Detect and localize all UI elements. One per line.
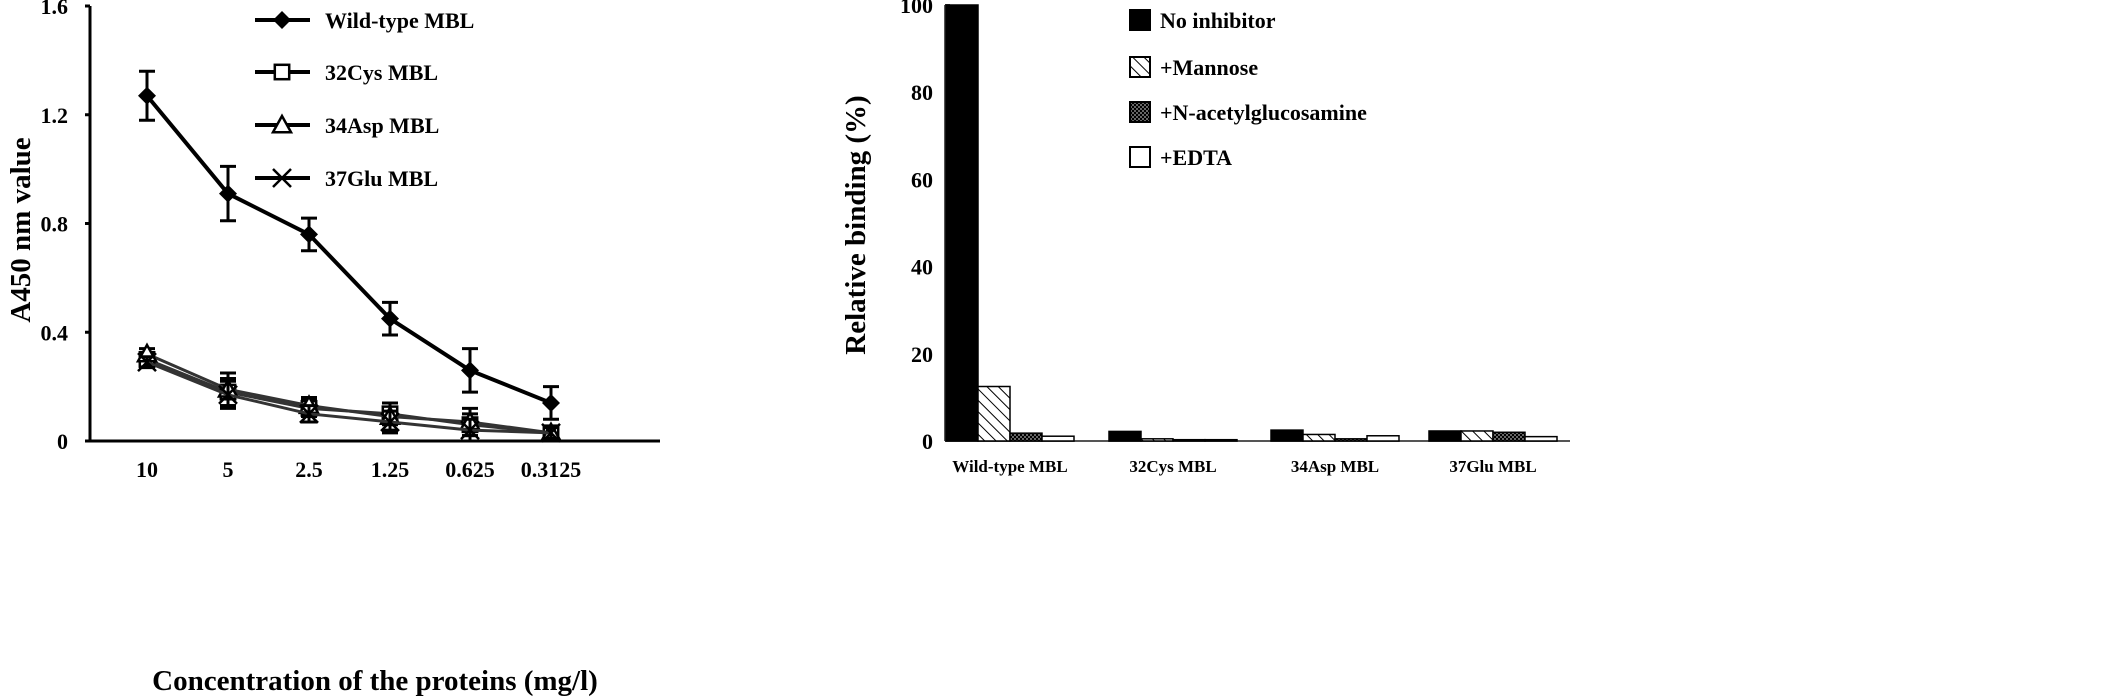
left-x-axis-label: Concentration of the proteins (mg/l) — [152, 665, 598, 697]
series-line-37Glu MBL — [146, 360, 552, 435]
x-tick-label: 10 — [136, 457, 158, 482]
legend-label: Wild-type MBL — [325, 8, 474, 33]
x-tick-label: 5 — [223, 457, 234, 482]
legend-marker — [272, 168, 292, 188]
legend-marker — [270, 113, 294, 134]
bar-chart: 0 20 40 60 80 100 Wild-type MBL 32Cys MBL 34Asp … — [900, 0, 1570, 476]
data-point — [542, 393, 560, 412]
data-point — [380, 412, 400, 432]
data-point — [541, 422, 561, 443]
data-point — [138, 86, 156, 105]
data-point — [299, 403, 319, 424]
legend-swatch — [1129, 101, 1151, 123]
y-tick-label: 1.6 — [41, 0, 69, 19]
bar-+EDTA — [1366, 435, 1400, 442]
y-tick-label: 100 — [900, 0, 933, 18]
legend-marker — [273, 11, 291, 29]
bar-+N-acetylglucosamine — [1492, 431, 1526, 442]
series-line-32Cys MBL — [146, 358, 552, 435]
y-tick-label: 60 — [911, 167, 933, 192]
data-point — [219, 184, 237, 203]
x-tick-label: 0.3125 — [521, 457, 582, 482]
data-point — [461, 361, 479, 380]
bar-+EDTA — [1524, 435, 1558, 442]
bar-+EDTA — [1041, 435, 1075, 442]
y-tick-label: 1.2 — [41, 103, 69, 128]
data-point — [460, 420, 480, 441]
data-point — [381, 309, 399, 328]
legend-swatch — [1129, 146, 1151, 168]
bar-No inhibitor — [1108, 430, 1142, 442]
right-y-axis-label: Relative binding (%) — [840, 95, 872, 354]
legend-label: +N-acetylglucosamine — [1160, 100, 1367, 125]
left-y-axis-label: A450 nm value — [5, 137, 37, 322]
x-tick-label: Wild-type MBL — [952, 457, 1067, 476]
bar-No inhibitor — [945, 4, 979, 442]
legend-swatch — [1129, 56, 1151, 78]
y-tick-label: 40 — [911, 255, 933, 280]
bar-+EDTA — [1204, 438, 1238, 442]
y-tick-label: 0 — [57, 429, 68, 454]
data-point — [300, 225, 318, 244]
bar-No inhibitor — [1428, 430, 1462, 442]
bar-No inhibitor — [1270, 429, 1304, 442]
legend-label: +Mannose — [1160, 55, 1258, 80]
x-tick-label: 32Cys MBL — [1129, 457, 1216, 476]
data-point — [218, 384, 238, 405]
legend-label: +EDTA — [1160, 145, 1232, 170]
y-tick-label: 0 — [922, 429, 933, 454]
bar-+N-acetylglucosamine — [1334, 438, 1368, 442]
x-tick-label: 1.25 — [371, 457, 410, 482]
legend-label: 34Asp MBL — [325, 113, 439, 138]
data-point — [137, 352, 157, 373]
series-line-34Asp MBL — [146, 352, 552, 435]
legend-marker — [273, 63, 291, 81]
bar-+Mannose — [1302, 433, 1336, 442]
x-tick-label: 2.5 — [295, 457, 323, 482]
y-tick-label: 0.8 — [41, 212, 69, 237]
bar-+N-acetylglucosamine — [1009, 432, 1043, 442]
bar-+Mannose — [1460, 430, 1494, 442]
legend-label: 32Cys MBL — [325, 60, 438, 85]
y-tick-label: 80 — [911, 80, 933, 105]
y-tick-label: 0.4 — [41, 320, 69, 345]
legend-swatch — [1129, 9, 1151, 31]
bar-+Mannose — [1140, 438, 1174, 442]
bar-+Mannose — [977, 385, 1011, 442]
legend-label: No inhibitor — [1160, 8, 1276, 33]
x-tick-label: 34Asp MBL — [1291, 457, 1379, 476]
bar-+N-acetylglucosamine — [1172, 438, 1206, 442]
series-line-Wild-type MBL — [145, 94, 552, 405]
line-chart: 0 0.4 0.8 1.2 1.6 10 5 2.5 1.25 0.625 0.3125 Wild-t… — [41, 0, 660, 482]
legend-label: 37Glu MBL — [325, 166, 438, 191]
x-tick-label: 37Glu MBL — [1449, 457, 1536, 476]
y-tick-label: 20 — [911, 342, 933, 367]
x-tick-label: 0.625 — [445, 457, 495, 482]
